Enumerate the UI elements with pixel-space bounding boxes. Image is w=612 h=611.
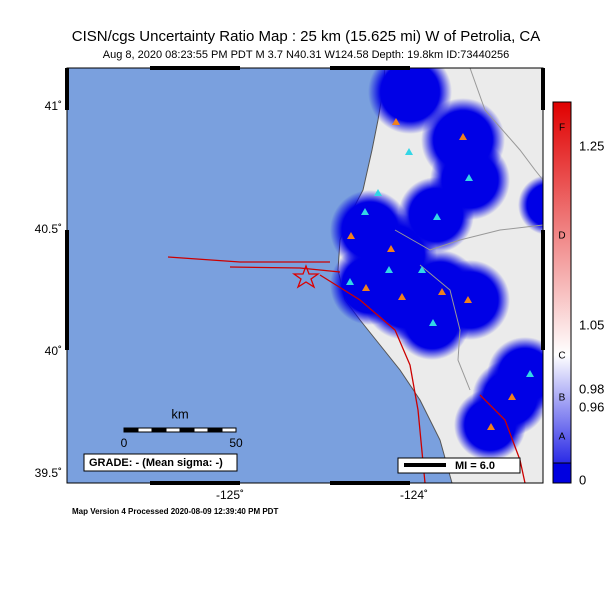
- grade-letter: C: [558, 351, 565, 362]
- grade-letter: B: [559, 393, 566, 404]
- lat-label: 40˚: [45, 344, 62, 358]
- map-area: [67, 68, 543, 483]
- lat-label: 41˚: [45, 99, 62, 113]
- mi-box: [397, 457, 521, 474]
- grade-letter: D: [558, 231, 565, 242]
- lon-label: -124˚: [400, 488, 428, 502]
- lon-label: -125˚: [216, 488, 244, 502]
- lat-label: 40.5˚: [35, 222, 62, 236]
- epicenter: [291, 264, 321, 289]
- colorbar-value: 1.25: [579, 138, 604, 153]
- scale-bar: [123, 427, 237, 433]
- stations-orange: [347, 118, 516, 430]
- faults: [167, 256, 526, 483]
- scale-end: 50: [229, 436, 243, 450]
- colorbar-value: 0: [579, 472, 586, 487]
- mi-legend: MI = 6.0: [455, 460, 495, 472]
- uncertainty-areas: [330, 68, 543, 461]
- lat-label: 39.5˚: [35, 466, 62, 480]
- footer: Map Version 4 Processed 2020-08-09 12:39…: [72, 507, 278, 516]
- colorbar: [552, 101, 572, 464]
- stations-cyan: [346, 148, 534, 377]
- scale-unit: km: [171, 406, 188, 421]
- borders: [394, 68, 543, 391]
- frame-ticks: [65, 66, 545, 485]
- colorbar-value: 1.05: [579, 317, 604, 332]
- colorbar-value: 0.96: [579, 399, 604, 414]
- grade: GRADE: - (Mean sigma: -): [89, 457, 223, 469]
- scale-start: 0: [121, 436, 128, 450]
- grade-letter: A: [559, 432, 566, 443]
- colorbar-base: [552, 462, 572, 484]
- subtitle: Aug 8, 2020 08:23:55 PM PDT M 3.7 N40.31…: [103, 49, 509, 61]
- colorbar-value: 0.98: [579, 381, 604, 396]
- grade-box: [83, 453, 238, 472]
- title: CISN/cgs Uncertainty Ratio Map : 25 km (…: [72, 28, 541, 45]
- grade-letter: F: [559, 123, 565, 134]
